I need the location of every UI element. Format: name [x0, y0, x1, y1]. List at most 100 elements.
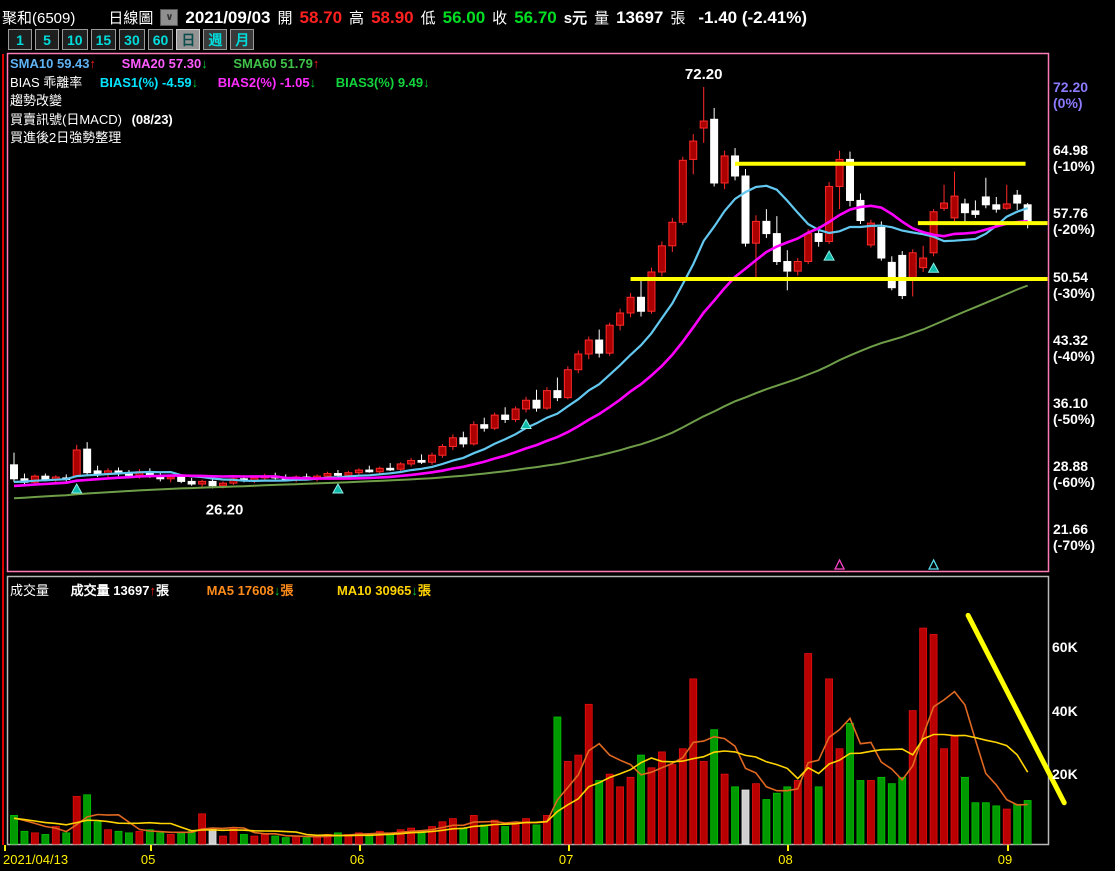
candle-body	[929, 211, 938, 254]
volume-bar	[239, 834, 248, 845]
candle-body	[574, 353, 583, 371]
bias1-arrow-icon: ↓	[191, 74, 199, 90]
candle-body	[542, 390, 551, 409]
candle-body	[804, 233, 813, 263]
timeframe-button-15[interactable]: 15	[90, 29, 117, 50]
volume-pane-title: 成交量	[10, 583, 50, 598]
volume-bar	[501, 826, 510, 845]
x-axis-tick	[1006, 845, 1009, 851]
volume-bar	[417, 830, 426, 845]
signal-macd-date: (08/23)	[131, 111, 173, 127]
volume-bar	[459, 827, 468, 845]
peak-price-label: 72.20	[685, 66, 723, 83]
high-label: 高	[349, 10, 365, 27]
volume-bar	[62, 832, 71, 845]
x-axis-tick	[787, 845, 790, 851]
candle-body	[501, 414, 510, 420]
x-axis-label: 06	[349, 852, 365, 867]
bias2-value: -1.05	[279, 74, 310, 90]
candle-body	[940, 202, 949, 209]
timeframe-button-10[interactable]: 10	[62, 29, 88, 50]
candle-body	[407, 459, 416, 465]
candle-body	[375, 467, 384, 473]
candle-body	[198, 480, 207, 485]
candle-body	[208, 480, 217, 487]
candle-body	[616, 312, 625, 326]
volume-bar	[898, 776, 907, 845]
timeframe-button-月[interactable]: 月	[230, 29, 255, 50]
candle-body	[814, 233, 823, 242]
clipped-menu-row	[0, 0, 1115, 6]
timeframe-button-5[interactable]: 5	[35, 29, 59, 50]
chart-type-dropdown[interactable]: ∨	[160, 9, 179, 26]
candle-body	[386, 467, 395, 471]
volume-chart[interactable]	[0, 574, 1115, 871]
volume-unit-2: 張	[155, 583, 169, 598]
candle-body	[887, 261, 896, 289]
volume-bar	[10, 815, 18, 845]
sma-row: SMA10 59.43↑ SMA20 57.30↓ SMA60 51.79↑	[10, 55, 430, 74]
timeframe-button-週[interactable]: 週	[203, 29, 228, 50]
volume-bar	[1023, 800, 1032, 845]
volume-bar	[125, 832, 133, 845]
volume-bar	[219, 835, 227, 845]
timeframe-button-30[interactable]: 30	[119, 29, 145, 50]
timeframe-button-1[interactable]: 1	[8, 29, 32, 50]
volume-bar	[292, 835, 301, 845]
buy-signal-triangle-icon	[70, 483, 83, 494]
vol-ma5-value: 17608	[237, 583, 274, 598]
candle-body	[1013, 194, 1022, 204]
candle-body	[417, 459, 426, 463]
timeframe-button-60[interactable]: 60	[147, 29, 174, 50]
volume-bar	[448, 818, 457, 845]
candle-body	[553, 390, 562, 399]
candle-body	[490, 414, 499, 429]
volume-bar	[877, 776, 886, 845]
volume-bar	[595, 780, 604, 845]
candle-body	[825, 185, 834, 242]
candle-body	[689, 140, 698, 160]
timeframe-button-日[interactable]: 日	[176, 29, 201, 50]
low-price-label: 26.20	[206, 501, 244, 518]
price-chart[interactable]: 72.20 26.20	[0, 52, 1115, 574]
candle-body	[1023, 204, 1032, 223]
candle-body	[960, 203, 969, 214]
x-axis-tick	[567, 845, 570, 851]
candle-body	[1002, 203, 1011, 209]
vol-ma10-unit: 張	[417, 583, 431, 598]
volume-bar	[522, 818, 530, 845]
volume-pane-border	[6, 575, 1050, 846]
volume-bar	[772, 792, 781, 845]
candle-body	[396, 463, 405, 470]
price-axis-label: 57.76 (-20%)	[1053, 205, 1096, 238]
volume-bar	[41, 834, 50, 845]
volume-bar	[804, 653, 813, 845]
candle-body	[344, 472, 353, 476]
volume-bar	[825, 678, 833, 845]
candle-body	[480, 424, 489, 429]
volume-bar	[375, 830, 384, 845]
vol-ma10-label: MA10	[336, 583, 372, 598]
vol-ma5-label: MA5	[206, 583, 235, 598]
candle-body	[72, 449, 81, 477]
volume-bar	[532, 824, 541, 845]
header-bar: 聚和(6509) 日線圖 ∨ 2021/09/03 開 58.70 高 58.9…	[2, 7, 814, 28]
main-pane-border	[6, 52, 1050, 573]
candle-body	[992, 204, 1001, 210]
volume-arrow-icon: ↑	[149, 583, 156, 598]
candle-body	[720, 155, 729, 184]
volume-bars-group	[10, 627, 1032, 845]
volume-bar	[720, 773, 729, 845]
volume-value-2: 13697	[113, 583, 150, 598]
volume-header: 成交量 成交量 13697↑張 MA5 17608↓張 MA10 30965↓張	[10, 580, 431, 599]
volume-bar	[438, 821, 447, 845]
volume-bar	[616, 786, 624, 845]
bias-title: BIAS 乖離率	[10, 74, 83, 90]
candle-body	[459, 437, 468, 445]
vol-ma10-arrow-icon: ↓	[411, 583, 418, 598]
sma60-value: 51.79	[280, 56, 313, 71]
close-label: 收	[492, 10, 508, 27]
chart-type-label[interactable]: 日線圖	[108, 10, 154, 27]
x-axis-label: 05	[140, 852, 156, 867]
volume-bar	[396, 829, 405, 845]
